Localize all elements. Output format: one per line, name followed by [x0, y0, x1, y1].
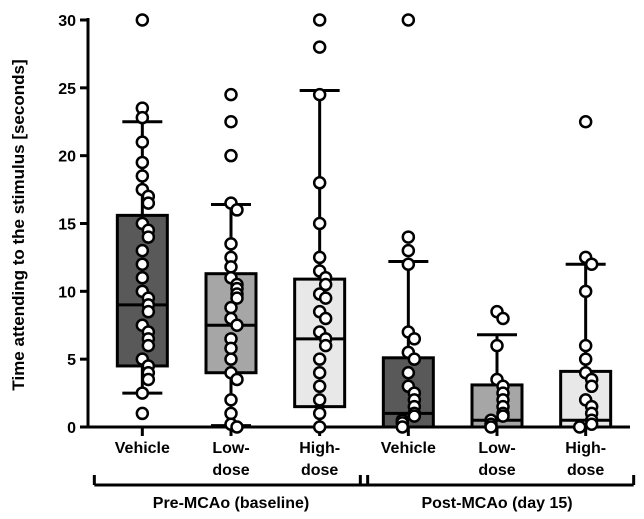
x-category-label: dose	[567, 462, 604, 479]
data-point	[135, 243, 150, 258]
data-point	[224, 393, 238, 407]
data-point	[496, 409, 510, 423]
data-point	[312, 13, 327, 27]
data-point	[318, 311, 333, 326]
data-point	[230, 291, 244, 305]
data-point	[135, 110, 150, 125]
x-category-label: dose	[212, 462, 249, 479]
data-point	[312, 250, 327, 265]
data-point	[224, 115, 238, 129]
data-point	[312, 406, 327, 421]
data-point	[312, 420, 327, 434]
data-point	[230, 372, 244, 387]
data-point	[490, 338, 504, 353]
data-point	[224, 352, 238, 366]
x-category-label: High-	[565, 440, 606, 457]
data-point	[312, 176, 327, 190]
data-point	[578, 338, 593, 353]
data-point	[484, 420, 498, 434]
x-category-label: Low-	[478, 440, 515, 457]
data-point	[401, 365, 416, 380]
y-tick-label: 20	[58, 149, 76, 166]
data-point	[224, 237, 238, 251]
group-label: Pre-MCAo (baseline)	[153, 495, 309, 512]
data-point	[135, 271, 150, 285]
data-point	[224, 87, 238, 102]
data-point	[135, 135, 150, 149]
data-point	[401, 257, 416, 271]
data-point	[230, 420, 244, 434]
y-tick-label: 0	[67, 420, 76, 437]
data-point	[135, 257, 150, 271]
data-point	[230, 318, 244, 332]
data-point	[407, 332, 422, 346]
data-point	[584, 257, 599, 271]
data-point	[578, 115, 593, 129]
data-point	[572, 420, 587, 434]
x-category-label: dose	[301, 462, 338, 479]
data-point	[224, 300, 238, 315]
y-tick-label: 30	[58, 13, 76, 30]
data-point	[407, 352, 422, 366]
y-tick-label: 10	[58, 284, 76, 301]
data-point	[135, 155, 150, 170]
data-point	[312, 87, 327, 102]
x-category-label: High-	[299, 440, 340, 457]
data-point	[312, 393, 327, 407]
data-point	[407, 409, 422, 423]
data-point	[230, 203, 244, 217]
data-point	[401, 13, 416, 27]
data-point	[312, 352, 327, 366]
data-point	[135, 386, 150, 400]
data-point	[224, 406, 238, 421]
data-point	[135, 13, 150, 27]
x-category-label: dose	[478, 462, 515, 479]
data-point	[318, 338, 333, 353]
data-point	[312, 216, 327, 231]
group-label: Post-MCAo (day 15)	[421, 495, 572, 512]
data-point	[141, 304, 156, 319]
data-point	[135, 169, 150, 183]
data-point	[141, 338, 156, 353]
data-point	[312, 40, 327, 54]
data-point	[224, 260, 238, 274]
x-category-label: Low-	[212, 440, 249, 457]
data-point	[312, 379, 327, 394]
data-point	[224, 341, 238, 356]
data-point	[401, 243, 416, 258]
y-axis-label: Time attending to the stimulus [seconds]	[9, 59, 28, 390]
x-category-label: Vehicle	[381, 440, 436, 457]
data-point	[224, 148, 238, 163]
data-point	[318, 277, 333, 292]
data-point	[141, 372, 156, 387]
y-tick-label: 15	[58, 217, 76, 234]
x-category-label: Vehicle	[115, 440, 170, 457]
data-point	[141, 230, 156, 244]
data-point	[578, 352, 593, 366]
y-tick-label: 25	[58, 81, 76, 98]
data-point	[318, 291, 333, 305]
data-point	[312, 365, 327, 380]
y-tick-label: 5	[67, 352, 76, 369]
data-point	[496, 311, 510, 326]
data-point	[135, 406, 150, 421]
data-point	[584, 379, 599, 394]
data-point	[395, 420, 410, 434]
data-point	[141, 196, 156, 210]
data-point	[578, 284, 593, 299]
data-point	[401, 230, 416, 244]
data-point	[584, 417, 599, 432]
